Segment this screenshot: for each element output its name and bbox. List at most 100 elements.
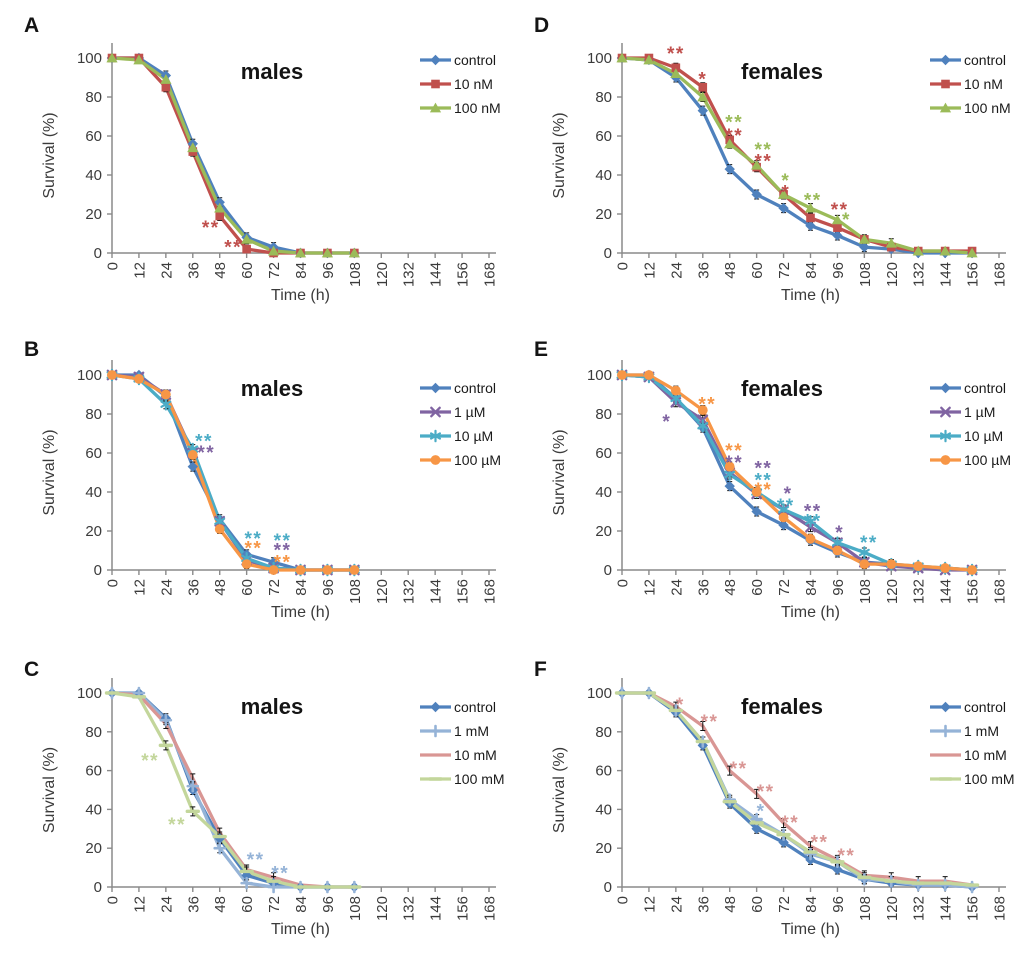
series-line-control <box>620 56 974 255</box>
y-axis-label: Survival (%) <box>41 429 58 515</box>
significance-asterisk: ** <box>754 480 772 501</box>
panel-letter: F <box>534 658 547 681</box>
svg-text:132: 132 <box>401 896 418 921</box>
svg-text:144: 144 <box>938 262 955 287</box>
svg-text:144: 144 <box>428 262 445 287</box>
significance-asterisk: ** <box>754 140 772 161</box>
svg-text:12: 12 <box>641 896 658 913</box>
plus-marker <box>240 876 253 890</box>
tick-labels: 0 20 40 60 80 100 0 12 24 36 48 60 72 84 96 108 120 132 14… <box>587 685 1009 921</box>
svg-text:144: 144 <box>428 579 445 604</box>
legend-item-control: control <box>930 52 1006 68</box>
svg-text:96: 96 <box>830 579 847 596</box>
triangle-marker <box>697 91 709 102</box>
significance-asterisk: ** <box>202 218 220 239</box>
svg-text:36: 36 <box>185 896 202 913</box>
svg-text:36: 36 <box>695 579 712 596</box>
significance-asterisk: ** <box>777 496 795 517</box>
svg-text:156: 156 <box>965 579 982 604</box>
x-axis-label: Time (h) <box>781 287 840 304</box>
svg-text:0: 0 <box>105 896 122 904</box>
legend-label: 10 mM <box>964 747 1007 763</box>
diamond-marker <box>832 230 843 241</box>
diamond-marker <box>430 382 441 394</box>
triangle-marker <box>966 247 978 258</box>
legend-label: control <box>964 52 1006 68</box>
triangle-marker <box>348 247 360 258</box>
svg-text:144: 144 <box>938 579 955 604</box>
significance-asterisk: ** <box>274 541 292 562</box>
circle-marker <box>241 559 252 570</box>
svg-text:0: 0 <box>604 562 612 579</box>
asterisk-marker <box>697 419 709 432</box>
circle-marker <box>886 559 897 570</box>
triangle-marker <box>885 237 897 248</box>
svg-text:12: 12 <box>131 579 148 596</box>
significance-asterisk: ** <box>754 470 772 491</box>
svg-text:168: 168 <box>992 262 1009 287</box>
panel-letter: B <box>24 338 39 361</box>
svg-text:40: 40 <box>595 484 612 501</box>
svg-text:24: 24 <box>158 262 175 279</box>
svg-text:100: 100 <box>587 50 612 67</box>
significance-asterisk: ** <box>667 44 685 65</box>
svg-text:0: 0 <box>615 896 632 904</box>
circle-marker <box>778 512 789 523</box>
svg-text:0: 0 <box>94 245 102 262</box>
series-line-control <box>110 691 357 889</box>
circle-marker <box>724 461 735 472</box>
tick-labels: 0 20 40 60 80 100 0 12 24 36 48 60 72 84 96 108 120 132 14… <box>587 367 1009 604</box>
asterisk-marker <box>805 514 816 528</box>
significance-asterisk: ** <box>698 394 716 415</box>
significance-asterisk: ** <box>274 552 292 573</box>
legend-label: 1 µM <box>964 404 995 420</box>
diamond-marker <box>805 220 816 231</box>
diamond-marker <box>430 54 441 66</box>
survival-chart-D: D 0 20 40 60 80 100 0 12 24 36 48 60 72 84 96 108 120 132 1… <box>534 14 1011 304</box>
square-marker <box>431 79 440 89</box>
series-markers-control <box>106 52 360 259</box>
tick-labels: 0 20 40 60 80 100 0 12 24 36 48 60 72 84 96 108 120 132 14… <box>587 50 1009 287</box>
svg-text:132: 132 <box>911 579 928 604</box>
legend-item-100-µM: 100 µM <box>930 452 1011 468</box>
y-axis-label: Survival (%) <box>551 429 568 515</box>
triangle-marker <box>858 233 870 244</box>
svg-text:60: 60 <box>749 896 766 913</box>
legend-label: control <box>454 380 496 396</box>
significance-asterisk: * <box>835 523 844 544</box>
series-line-100-mM <box>110 691 357 889</box>
svg-text:144: 144 <box>938 896 955 921</box>
legend-label: 100 nM <box>454 100 501 116</box>
svg-text:24: 24 <box>158 579 175 596</box>
significance-asterisk: ** <box>757 782 775 803</box>
square-marker <box>833 223 842 232</box>
asterisk-marker <box>430 429 441 443</box>
series-markers-100-nM <box>106 52 360 258</box>
svg-text:24: 24 <box>668 262 685 279</box>
svg-text:24: 24 <box>668 579 685 596</box>
svg-text:120: 120 <box>374 262 391 287</box>
svg-text:168: 168 <box>482 896 499 921</box>
svg-text:84: 84 <box>803 579 820 596</box>
chart-title: females <box>741 376 823 401</box>
svg-text:100: 100 <box>77 50 102 67</box>
significance-asterisk: ** <box>725 126 743 147</box>
svg-text:96: 96 <box>830 896 847 913</box>
legend-item-control: control <box>930 380 1006 396</box>
svg-text:84: 84 <box>803 896 820 913</box>
svg-text:96: 96 <box>320 896 337 913</box>
svg-text:60: 60 <box>595 128 612 145</box>
legend-label: 10 nM <box>964 76 1003 92</box>
significance-asterisk: ** <box>197 443 215 464</box>
circle-marker <box>940 455 951 465</box>
series-markers-100-mM <box>614 691 980 887</box>
svg-text:168: 168 <box>482 579 499 604</box>
chart-title: males <box>241 376 303 401</box>
x-axis-label: Time (h) <box>271 287 330 304</box>
significance-asterisk: ** <box>195 431 213 452</box>
svg-text:72: 72 <box>266 262 283 279</box>
legend-label: 100 µM <box>454 452 501 468</box>
circle-marker <box>160 389 171 400</box>
legend-item-100-µM: 100 µM <box>420 452 501 468</box>
triangle-marker <box>643 54 655 65</box>
